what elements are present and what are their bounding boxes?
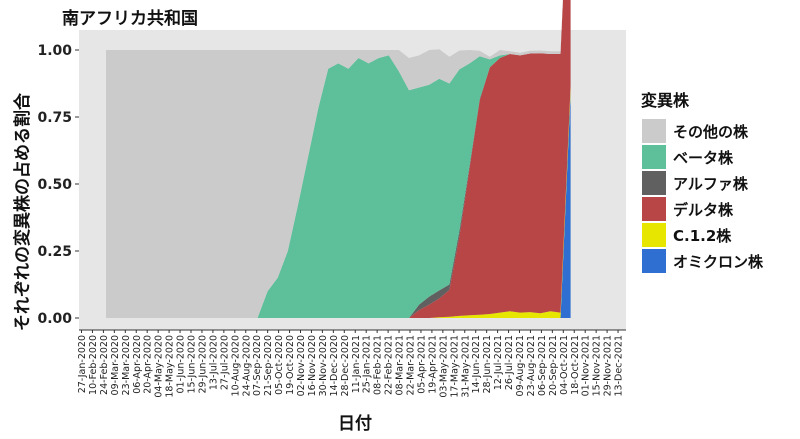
- x-tick-label: 30-Nov-2020: [318, 335, 329, 396]
- y-tick-label: 1.00: [37, 43, 72, 59]
- legend-title: 変異株: [641, 91, 690, 110]
- x-tick-label: 20-Sep-2021: [548, 335, 559, 396]
- legend-label: ベータ株: [673, 149, 734, 167]
- x-tick-label: 14-Dec-2020: [329, 335, 340, 397]
- x-tick-label: 31-May-2021: [460, 335, 471, 398]
- x-tick-label: 14-Jun-2021: [471, 335, 482, 394]
- x-tick-label: 01-Jun-2020: [176, 335, 187, 394]
- x-tick-label: 21-Sep-2020: [263, 335, 274, 396]
- x-tick-label: 15-Nov-2021: [592, 335, 603, 396]
- area-series: [106, 0, 563, 318]
- x-tick-label: 24-Feb-2020: [99, 335, 110, 395]
- x-tick-label: 16-Nov-2020: [307, 335, 318, 396]
- x-tick-label: 04-May-2020: [154, 335, 165, 398]
- x-tick-label: 05-Apr-2021: [416, 335, 427, 394]
- x-tick-label: 11-Jan-2021: [351, 335, 362, 393]
- x-tick-label: 25-Jan-2021: [362, 335, 373, 393]
- x-tick-label: 22-Mar-2021: [406, 335, 417, 395]
- area-layers: [106, 0, 571, 319]
- chart-title: 南アフリカ共和国: [62, 8, 198, 29]
- x-tick-label: 12-Jul-2021: [493, 335, 504, 390]
- x-tick-label: 27-Jul-2020: [219, 335, 230, 390]
- legend-swatch: [642, 171, 666, 195]
- x-tick-label: 08-Mar-2021: [395, 335, 406, 395]
- legend-label: オミクロン株: [673, 253, 764, 271]
- x-tick-label: 10-Feb-2020: [88, 335, 99, 395]
- x-axis-label: 日付: [338, 413, 372, 434]
- x-tick-label: 13-Dec-2021: [614, 335, 625, 397]
- x-tick-label: 28-Dec-2020: [340, 335, 351, 397]
- y-axis: 0.00 0.25 0.50 0.75 1.00: [37, 43, 79, 327]
- x-tick-label: 23-Mar-2020: [121, 335, 132, 395]
- x-tick-label: 18-May-2020: [165, 335, 176, 398]
- legend-swatch: [642, 145, 666, 169]
- legend-swatch: [642, 249, 666, 273]
- area-series: [106, 0, 563, 318]
- x-tick-label: 29-Nov-2021: [603, 335, 614, 396]
- x-tick-label: 17-May-2021: [449, 335, 460, 398]
- x-tick-label: 03-May-2021: [438, 335, 449, 398]
- x-tick-label: 06-Apr-2020: [132, 335, 143, 394]
- x-tick-label: 01-Nov-2021: [581, 335, 592, 396]
- x-tick-label: 26-Jul-2021: [504, 335, 515, 390]
- x-tick-label: 18-Oct-2021: [570, 335, 581, 395]
- x-tick-label: 27-Jan-2020: [77, 335, 88, 393]
- x-tick-label: 24-Aug-2020: [241, 335, 252, 396]
- legend-label: C.1.2株: [673, 227, 732, 245]
- legend-swatch: [642, 197, 666, 221]
- x-tick-label: 20-Apr-2020: [143, 335, 154, 394]
- legend-label: アルファ株: [673, 175, 749, 193]
- x-tick-label: 15-Jun-2020: [187, 335, 198, 394]
- x-tick-label: 09-Aug-2021: [515, 335, 526, 396]
- y-tick-label: 0.75: [37, 110, 72, 126]
- legend-label: その他の株: [673, 123, 749, 141]
- x-tick-label: 08-Feb-2021: [373, 335, 384, 395]
- area-series: [106, 0, 571, 318]
- x-tick-label: 28-Jun-2021: [482, 335, 493, 394]
- x-tick-label: 23-Aug-2021: [526, 335, 537, 396]
- y-axis-label: それぞれの変異株の占める割合: [12, 92, 33, 331]
- x-tick-label: 19-Apr-2021: [427, 335, 438, 394]
- x-tick-label: 19-Oct-2020: [285, 335, 296, 395]
- x-tick-label: 04-Oct-2021: [559, 335, 570, 395]
- x-tick-label: 13-Jul-2020: [208, 335, 219, 390]
- x-tick-label: 05-Oct-2020: [274, 335, 285, 395]
- x-tick-label: 09-Mar-2020: [110, 335, 121, 395]
- x-tick-label: 22-Feb-2021: [384, 335, 395, 395]
- y-tick-label: 0.25: [37, 244, 72, 260]
- x-tick-label: 06-Sep-2021: [537, 335, 548, 396]
- y-tick-label: 0.50: [37, 177, 72, 193]
- x-tick-label: 29-Jun-2020: [197, 335, 208, 394]
- x-tick-label: 10-Aug-2020: [230, 335, 241, 396]
- y-tick-label: 0.00: [37, 311, 72, 327]
- legend-swatch: [642, 119, 666, 143]
- x-tick-label: 02-Nov-2020: [296, 335, 307, 396]
- legend-label: デルタ株: [673, 201, 734, 219]
- x-tick-label: 07-Sep-2020: [252, 335, 263, 396]
- legend-swatch: [642, 223, 666, 247]
- x-axis: 27-Jan-2020 10-Feb-2020 24-Feb-2020 09-Mar-…: [77, 329, 626, 398]
